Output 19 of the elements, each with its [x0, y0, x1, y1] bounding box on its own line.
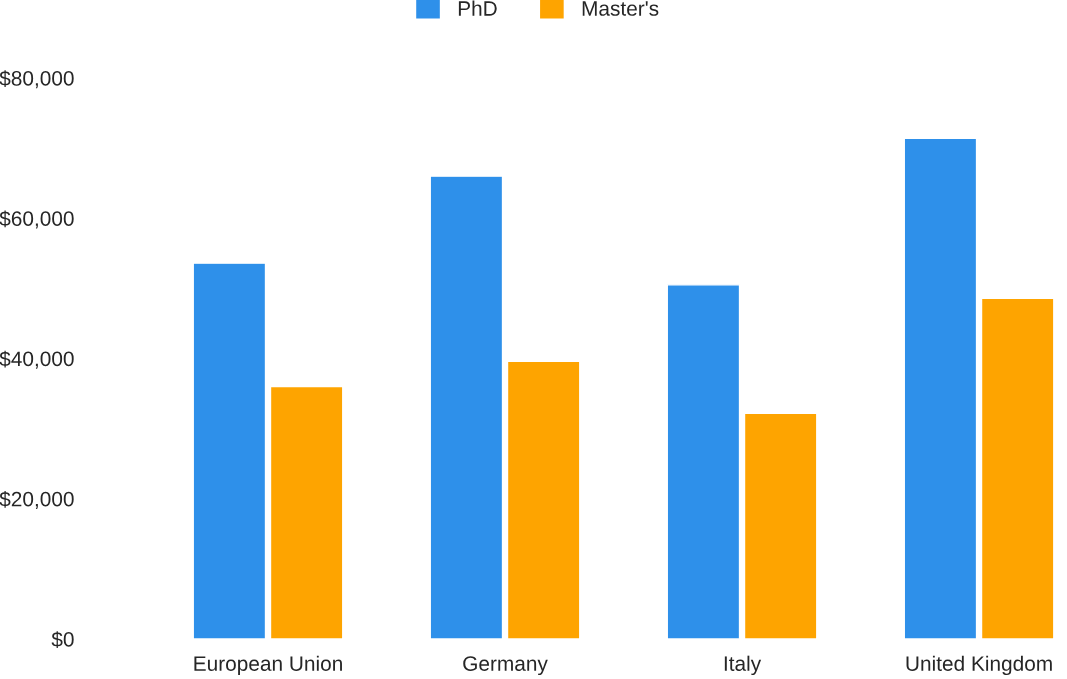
- bar: [903, 137, 978, 639]
- y-tick-label: $60,000: [0, 210, 74, 229]
- legend-label: PhD: [458, 0, 497, 16]
- x-tick-label: Germany: [463, 656, 548, 676]
- y-tick-label: $80,000: [0, 70, 74, 89]
- bar: [743, 412, 818, 639]
- y-tick-label: $40,000: [0, 350, 74, 369]
- bar: [666, 284, 741, 639]
- bar: [980, 297, 1055, 639]
- x-tick-label: United Kingdom: [906, 655, 1052, 676]
- x-tick-label: Italy: [724, 655, 762, 676]
- bar: [506, 360, 581, 639]
- bar: [269, 385, 344, 639]
- bar: [192, 262, 267, 639]
- y-tick-label: $0: [51, 631, 74, 648]
- y-tick-label: $20,000: [0, 490, 74, 509]
- x-tick-label: European Union: [194, 655, 342, 676]
- legend-label: Master's: [582, 1, 659, 16]
- bar: [429, 175, 504, 639]
